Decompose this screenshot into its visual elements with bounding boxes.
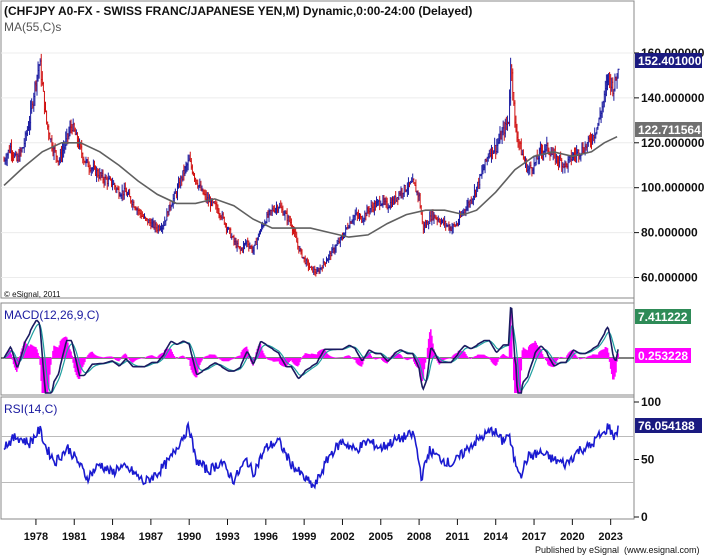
price-y-axis: 160.000000140.000000120.000000100.000000… xyxy=(634,46,705,285)
price-y-tick-label: 60.000000 xyxy=(641,271,698,285)
footer-brand: (www.esignal.com) xyxy=(624,545,700,555)
x-tick-label: 1978 xyxy=(24,531,48,543)
price-y-tick-label: 120.000000 xyxy=(641,136,705,150)
x-tick-label: 1987 xyxy=(139,531,163,543)
ma-value: 122.711564 xyxy=(638,123,701,137)
x-tick-label: 2023 xyxy=(598,531,622,543)
rsi-y-tick-label: 100 xyxy=(641,395,661,409)
price-panel[interactable] xyxy=(0,0,635,299)
x-tick-label: 1996 xyxy=(254,531,278,543)
x-tick-label: 2014 xyxy=(483,531,508,543)
rsi-y-tick-label: 50 xyxy=(641,453,655,467)
footer-published: Published by eSignal xyxy=(535,545,619,555)
last-price-tag-bg xyxy=(635,53,702,68)
macd-line xyxy=(3,306,619,394)
macd-value-tag-bg xyxy=(635,309,691,324)
x-tick-label: 2011 xyxy=(445,531,469,543)
ma-line xyxy=(3,135,618,238)
rsi-value: 76.054188 xyxy=(638,419,695,433)
x-tick-label: 1993 xyxy=(215,531,239,543)
rsi-y-tick-label: 0 xyxy=(641,510,648,524)
copyright-label: © eSignal, 2011 xyxy=(4,290,61,299)
price-y-tick-label: 80.000000 xyxy=(641,226,698,240)
price-grid xyxy=(1,52,634,279)
x-tick-label: 2017 xyxy=(522,531,546,543)
rsi-panel[interactable] xyxy=(0,396,635,520)
x-tick-label: 1999 xyxy=(292,531,316,543)
hist-value-tag-bg xyxy=(635,348,691,363)
macd-label: MACD(12,26,9,C) xyxy=(4,308,99,322)
rsi-label: RSI(14,C) xyxy=(4,402,57,416)
macd-value-tag: 7.411222 xyxy=(635,309,691,324)
chart-title: (CHFJPY A0-FX - SWISS FRANC/JAPANESE YEN… xyxy=(4,4,472,18)
last-price-tag: 152.401000 xyxy=(635,53,702,68)
hist-value-tag: 0.253228 xyxy=(635,348,691,363)
x-tick-label: 1990 xyxy=(177,531,201,543)
hist-value: 0.253228 xyxy=(638,349,688,363)
price-y-tick-label: 140.000000 xyxy=(641,91,705,105)
macd-value: 7.411222 xyxy=(638,310,688,324)
x-axis: 1978 1981 1984 1987 1990 1993 1996 1999 2002 2005… xyxy=(24,519,623,543)
ma-label: MA(55,C)s xyxy=(4,20,61,34)
rsi-value-tag: 76.054188 xyxy=(635,418,702,433)
ma-value-tag-bg xyxy=(635,122,702,137)
x-tick-label: 2020 xyxy=(560,531,584,543)
ma-value-tag: 122.711564 xyxy=(635,122,702,137)
rsi-y-axis: 100 50 0 xyxy=(634,395,661,524)
x-tick-label: 1984 xyxy=(100,531,125,543)
x-tick-label: 2002 xyxy=(330,531,354,543)
x-tick-label: 2005 xyxy=(369,531,393,543)
price-bars xyxy=(3,53,620,277)
x-tick-label: 1981 xyxy=(62,531,86,543)
price-y-tick-label: 100.000000 xyxy=(641,181,705,195)
rsi-line xyxy=(3,420,619,490)
rsi-value-tag-bg xyxy=(635,418,702,433)
last-price-value: 152.401000 xyxy=(638,54,702,68)
x-tick-label: 2008 xyxy=(407,531,431,543)
